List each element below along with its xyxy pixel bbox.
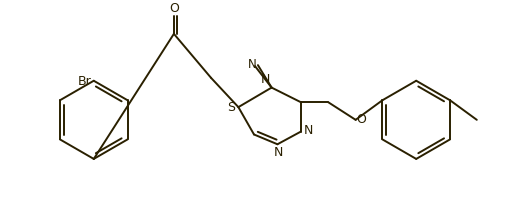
Text: S: S	[228, 101, 236, 114]
Text: O: O	[357, 113, 366, 126]
Text: N: N	[304, 124, 313, 137]
Text: Br: Br	[78, 75, 92, 88]
Text: N: N	[274, 146, 283, 159]
Text: N: N	[261, 73, 271, 86]
Text: N: N	[248, 58, 257, 71]
Text: O: O	[169, 2, 179, 15]
